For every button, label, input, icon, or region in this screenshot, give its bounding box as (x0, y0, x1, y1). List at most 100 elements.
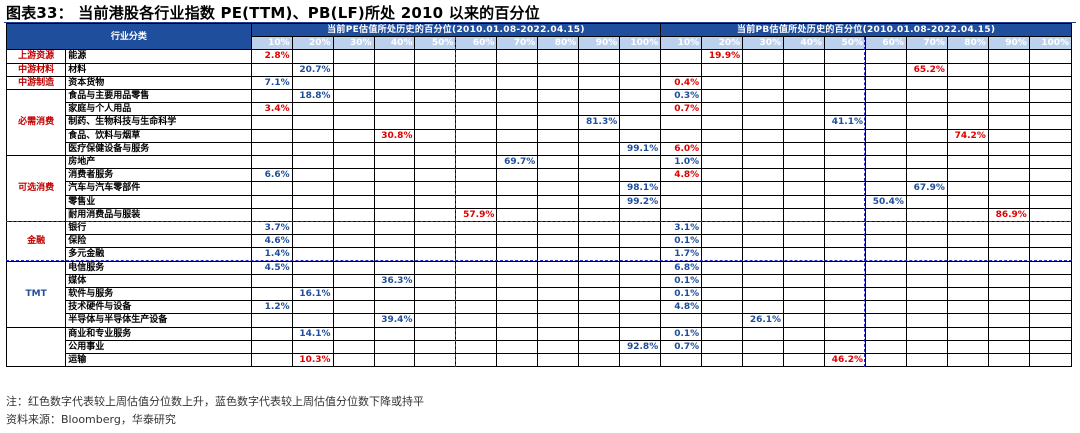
pb-value: 3.1% (660, 221, 703, 236)
empty-cell (373, 194, 416, 209)
empty-cell (332, 155, 375, 170)
industry-name: 运输 (65, 353, 252, 368)
empty-cell (332, 234, 375, 249)
empty-cell (496, 181, 539, 196)
group-label: 必需消费 (5, 89, 67, 157)
empty-cell (701, 75, 744, 91)
empty-cell (987, 181, 1030, 196)
empty-cell (824, 141, 866, 157)
empty-cell (537, 155, 580, 170)
empty-cell (496, 300, 539, 315)
empty-cell (987, 260, 1030, 275)
empty-cell (619, 221, 662, 236)
empty-cell (1028, 339, 1073, 355)
industry-name: 资本货物 (65, 75, 252, 91)
empty-cell (332, 221, 375, 236)
empty-cell (619, 128, 662, 143)
empty-cell (701, 353, 744, 368)
empty-cell (414, 221, 457, 236)
empty-cell (250, 155, 293, 170)
empty-cell (250, 181, 293, 196)
empty-cell (332, 194, 375, 209)
empty-cell (864, 273, 907, 289)
pb-value: 0.7% (660, 339, 703, 355)
table-row: 零售业 99.2% 50.4% (7, 194, 1073, 209)
empty-cell (905, 115, 948, 130)
empty-cell (1028, 234, 1073, 249)
pb-value: 19.9% (701, 49, 744, 64)
empty-cell (905, 194, 948, 209)
table-row: 运输 10.3% 46.2% (7, 353, 1073, 368)
empty-cell (742, 234, 785, 249)
pb-value: 0.1% (660, 273, 703, 289)
empty-cell (824, 75, 866, 91)
pe-value: 3.7% (250, 221, 293, 236)
group-label: 上游资源 (5, 49, 67, 64)
empty-cell (537, 234, 580, 249)
empty-cell (250, 313, 293, 328)
empty-cell (455, 155, 498, 170)
empty-cell (578, 273, 621, 289)
empty-cell (742, 168, 785, 183)
empty-cell (291, 273, 334, 289)
empty-cell (824, 89, 866, 104)
empty-cell (291, 141, 334, 157)
empty-cell (783, 339, 826, 355)
industry-name: 公用事业 (65, 339, 252, 355)
industry-name: 汽车与汽车零部件 (65, 181, 252, 196)
empty-cell (619, 313, 662, 328)
pb-section-header: 当前PB估值所处历史的百分位(2010.01.08-2022.04.15) (660, 22, 1072, 38)
empty-cell (537, 128, 580, 143)
empty-cell (864, 339, 907, 355)
empty-cell (701, 89, 744, 104)
pe-value: 3.4% (250, 102, 293, 117)
table-row: 软件与服务 16.1% 0.1% (7, 287, 1073, 302)
empty-cell (619, 273, 662, 289)
empty-cell (660, 313, 703, 328)
empty-cell (1028, 181, 1073, 196)
table-row: 食品、饮料与烟草 30.8% 74.2% (7, 128, 1073, 143)
empty-cell (1028, 194, 1073, 209)
empty-cell (496, 168, 539, 183)
empty-cell (414, 102, 457, 117)
empty-cell (905, 313, 948, 328)
empty-cell (619, 62, 662, 77)
empty-cell (537, 300, 580, 315)
empty-cell (824, 168, 866, 183)
empty-cell (619, 75, 662, 91)
empty-cell (864, 260, 907, 275)
empty-cell (291, 313, 334, 328)
empty-cell (455, 339, 498, 355)
empty-cell (537, 115, 580, 130)
empty-cell (783, 155, 826, 170)
empty-cell (250, 287, 293, 302)
pe-value: 69.7% (496, 155, 539, 170)
empty-cell (864, 287, 907, 302)
empty-cell (946, 273, 989, 289)
group-label: 金融 (5, 221, 67, 262)
empty-cell (537, 221, 580, 236)
empty-cell (455, 300, 498, 315)
empty-cell (578, 49, 621, 64)
empty-cell (578, 326, 621, 341)
empty-cell (783, 260, 826, 275)
empty-cell (905, 141, 948, 157)
empty-cell (1028, 221, 1073, 236)
empty-cell (701, 141, 744, 157)
empty-cell (864, 89, 907, 104)
table-row: TMT 电信服务 4.5% 6.8% (5, 260, 1073, 328)
empty-cell (414, 62, 457, 77)
pb-value: 41.1% (824, 115, 866, 130)
empty-cell (455, 168, 498, 183)
empty-cell (946, 221, 989, 236)
empty-cell (291, 181, 334, 196)
empty-cell (824, 49, 866, 64)
empty-cell (291, 155, 334, 170)
empty-cell (701, 181, 744, 196)
industry-name: 消费者服务 (65, 168, 252, 183)
table-row: 制药、生物科技与生命科学 81.3% 41.1% (7, 115, 1073, 130)
pe-value: 10.3% (291, 353, 334, 368)
empty-cell (414, 115, 457, 130)
empty-cell (414, 234, 457, 249)
empty-cell (332, 128, 375, 143)
